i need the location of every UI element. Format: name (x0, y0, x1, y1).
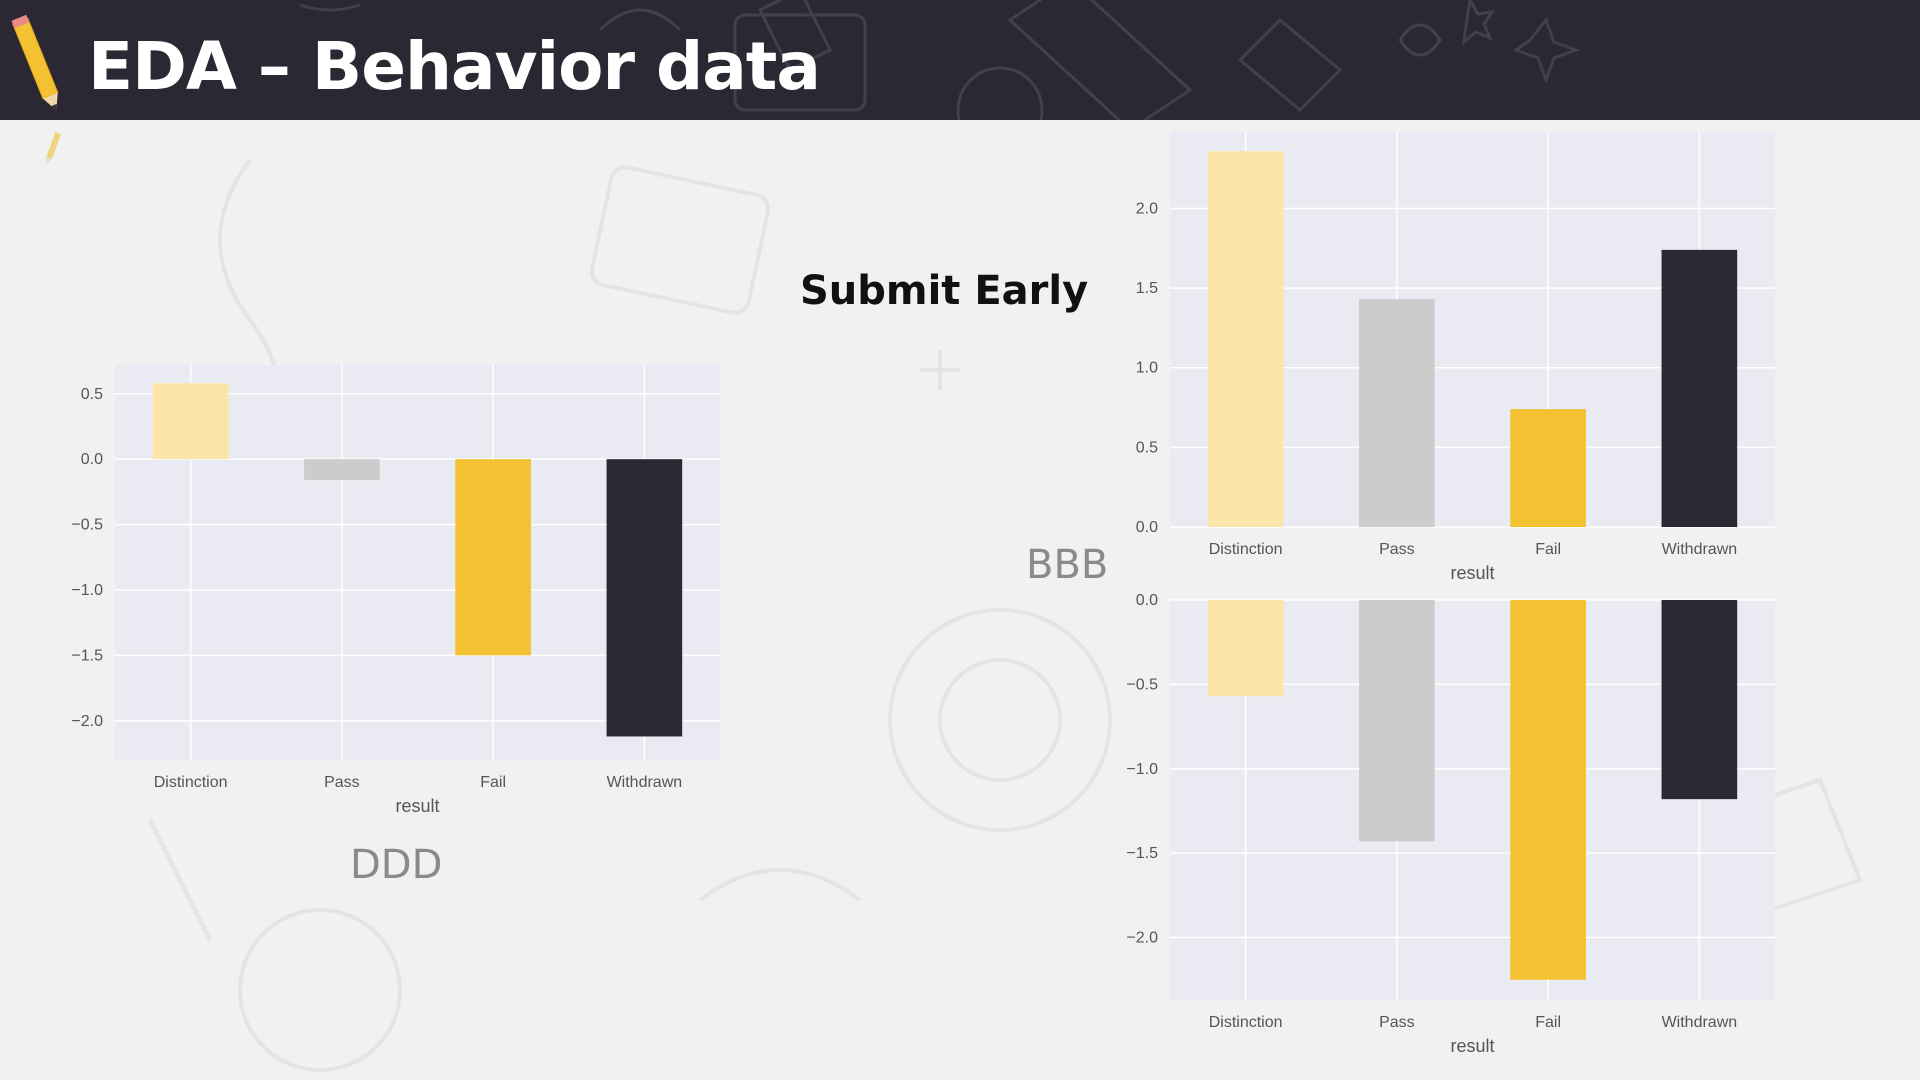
y-tick-label: −0.5 (1126, 676, 1158, 693)
y-tick-label: −2.0 (71, 713, 103, 730)
chart-label-bbb: BBB (1026, 542, 1109, 588)
bar-withdrawn (606, 459, 683, 737)
header-doodle-decoration (299, 0, 1581, 120)
x-tick-label: Fail (1535, 541, 1561, 558)
y-tick-label: −1.5 (71, 647, 103, 664)
y-tick-label: −1.5 (1126, 845, 1158, 862)
small-pencil-icon (46, 132, 61, 166)
x-tick-label: Withdrawn (607, 774, 683, 791)
bbb-bottom-bar-chart: 0.0 −0.5 −1.0 −1.5 −2.0 Distinction Pass Fail Wi… (1126, 592, 1775, 1056)
x-tick-label: Fail (1535, 1014, 1561, 1031)
bar-fail (455, 459, 531, 656)
bar-fail (1510, 409, 1586, 527)
x-axis-label: result (395, 796, 439, 816)
y-tick-label: 2.0 (1136, 200, 1158, 217)
x-tick-label: Pass (1379, 1014, 1415, 1031)
x-axis-label: result (1450, 563, 1494, 583)
bar-pass (1359, 600, 1435, 842)
x-tick-label: Distinction (1209, 1014, 1283, 1031)
y-tick-label: 1.0 (1136, 360, 1158, 377)
ddd-bar-chart: 0.5 0.0 −0.5 −1.0 −1.5 −2.0 Distinction Pass Fai… (71, 365, 720, 816)
x-tick-label: Fail (480, 774, 506, 791)
bbb-top-bar-chart: 0.0 0.5 1.0 1.5 2.0 Distinction Pass Fail Withdr… (1136, 132, 1775, 583)
x-tick-label: Pass (1379, 541, 1415, 558)
bar-fail (1510, 600, 1586, 980)
y-tick-label: −0.5 (71, 517, 103, 534)
x-tick-label: Withdrawn (1662, 1014, 1738, 1031)
x-axis-label: result (1450, 1036, 1494, 1056)
bar-distinction (1207, 151, 1284, 527)
y-tick-label: 0.0 (1136, 592, 1158, 609)
bar-distinction (1207, 600, 1284, 697)
x-tick-label: Withdrawn (1662, 541, 1738, 558)
bar-pass (304, 459, 380, 481)
bar-distinction (152, 383, 229, 460)
x-tick-label: Pass (324, 774, 360, 791)
x-tick-label: Distinction (1209, 541, 1283, 558)
x-tick-label: Distinction (154, 774, 228, 791)
y-tick-label: 0.5 (81, 386, 103, 403)
bar-withdrawn (1661, 249, 1738, 527)
chart-label-ddd: DDD (350, 842, 443, 888)
pencil-icon (11, 14, 59, 111)
y-tick-label: 1.5 (1136, 280, 1158, 297)
bar-withdrawn (1661, 600, 1738, 800)
y-tick-label: 0.0 (1136, 519, 1158, 536)
y-tick-label: −2.0 (1126, 930, 1158, 947)
slide-title: EDA – Behavior data (88, 28, 821, 105)
chart-group-heading: Submit Early (800, 268, 1089, 314)
bar-pass (1359, 299, 1435, 527)
slide-header: EDA – Behavior data (0, 0, 1920, 120)
y-tick-label: −1.0 (71, 582, 103, 599)
y-tick-label: 0.5 (1136, 439, 1158, 456)
y-tick-label: 0.0 (81, 451, 103, 468)
y-tick-label: −1.0 (1126, 761, 1158, 778)
